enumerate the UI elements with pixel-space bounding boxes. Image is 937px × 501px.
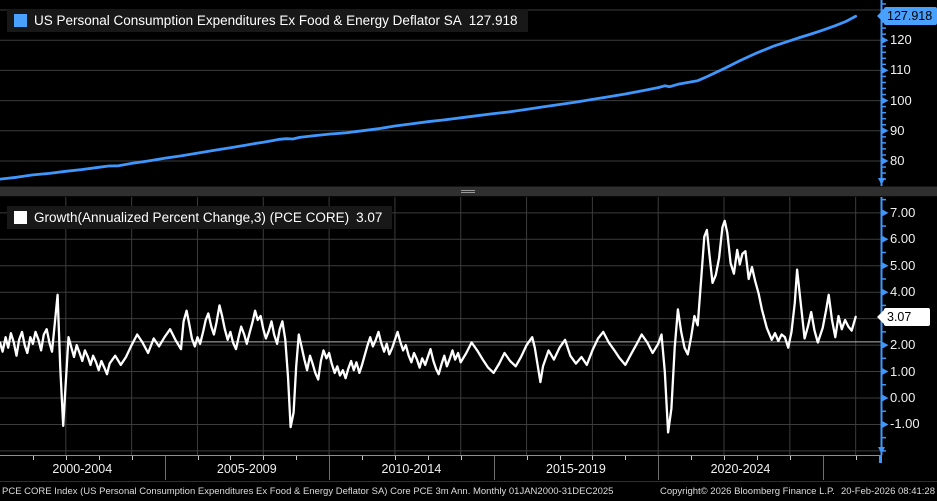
y-axis-major-tick bbox=[882, 66, 889, 74]
x-axis-year-tick bbox=[460, 456, 462, 460]
y-axis-tick-label: 100 bbox=[890, 92, 912, 108]
legend-price-series[interactable]: US Personal Consumption Expenditures Ex … bbox=[7, 9, 528, 32]
y-axis-major-tick bbox=[882, 235, 889, 243]
y-axis-tick-label: 2.00 bbox=[890, 337, 916, 353]
y-axis-major-tick bbox=[882, 209, 889, 217]
x-axis-year-tick bbox=[855, 456, 857, 460]
x-axis-year-tick bbox=[625, 456, 627, 460]
x-axis-section-separator bbox=[658, 456, 660, 480]
x-axis-section-separator bbox=[822, 456, 824, 480]
x-axis-year-tick bbox=[724, 456, 725, 460]
x-axis-year-tick bbox=[559, 456, 561, 460]
x-axis-year-tick bbox=[394, 456, 396, 460]
y-axis-tick-label: 4.00 bbox=[890, 284, 916, 300]
x-axis-year-tick bbox=[592, 456, 594, 460]
x-axis-right-corner-tick bbox=[879, 455, 882, 463]
panel-divider bbox=[0, 186, 937, 197]
x-axis-line bbox=[0, 455, 881, 456]
legend-price-label: US Personal Consumption Expenditures Ex … bbox=[34, 13, 462, 28]
status-timestamp: 20-Feb-2026 08:41:28 bbox=[840, 486, 935, 497]
series-line-pce_level bbox=[0, 14, 858, 181]
y-axis-tick-label: 6.00 bbox=[890, 231, 916, 247]
y-axis-major-tick bbox=[882, 127, 889, 135]
y-axis-tick-label: 80 bbox=[890, 153, 905, 168]
x-axis-year-tick bbox=[362, 456, 363, 460]
y-axis-major-tick bbox=[882, 97, 889, 105]
x-axis-year-tick bbox=[197, 456, 199, 460]
status-bar: PCE CORE Index (US Personal Consumption … bbox=[0, 481, 937, 501]
legend-growth-label: Growth(Annualized Percent Change,3) (PCE… bbox=[34, 210, 350, 225]
y-axis-major-tick bbox=[882, 341, 889, 349]
y-axis-major-tick bbox=[882, 262, 889, 270]
growth-panel bbox=[0, 197, 937, 455]
x-axis: 2000-2004 2005-2009 2010-2014 2015-2019 2020… bbox=[0, 455, 937, 481]
y-axis-tick-label: 1.00 bbox=[890, 363, 916, 379]
x-axis-year-tick bbox=[32, 456, 34, 460]
y-axis-tick-label: 110 bbox=[890, 62, 911, 78]
y-axis-tick-label: 7.00 bbox=[890, 204, 916, 220]
x-axis-year-tick bbox=[296, 456, 298, 460]
growth-panel-plot bbox=[0, 197, 889, 455]
legend-swatch-blue bbox=[14, 14, 27, 27]
x-axis-section-separator bbox=[329, 456, 331, 480]
x-axis-year-tick bbox=[98, 456, 100, 460]
x-axis-section-label: 2015-2019 bbox=[546, 462, 606, 476]
status-copyright: Copyright© 2026 Bloomberg Finance L.P. bbox=[660, 486, 835, 497]
series-line-pce_core_3m_annualized_growth bbox=[0, 219, 857, 434]
axis-end-arrow-icon bbox=[878, 447, 885, 454]
x-axis-year-tick bbox=[691, 456, 693, 460]
y-axis-tick-label: -1.00 bbox=[890, 416, 920, 432]
x-axis-year-tick bbox=[526, 456, 528, 460]
y-axis-major-tick bbox=[882, 36, 889, 44]
x-axis-year-tick bbox=[65, 456, 67, 460]
y-axis-major-tick bbox=[882, 157, 889, 165]
panel-resize-handle[interactable] bbox=[461, 190, 475, 194]
x-axis-section-label: 2005-2009 bbox=[216, 462, 277, 476]
y-axis-major-tick bbox=[882, 420, 889, 428]
legend-swatch-white bbox=[14, 211, 27, 224]
x-axis-year-tick bbox=[427, 456, 429, 460]
x-axis-section-label: 2010-2014 bbox=[381, 462, 442, 476]
y-axis-major-tick bbox=[882, 368, 889, 376]
x-axis-section-label: 2020-2024 bbox=[710, 462, 771, 476]
y-axis-tick-label: 0.00 bbox=[890, 390, 916, 405]
x-axis-section-separator bbox=[164, 456, 166, 480]
y-axis-major-tick bbox=[882, 394, 889, 402]
last-value-flag-growth: 3.07 bbox=[877, 307, 930, 326]
y-axis-tick-label: 90 bbox=[890, 122, 905, 138]
y-axis-major-tick bbox=[882, 288, 889, 296]
legend-growth-value: 3.07 bbox=[356, 210, 383, 225]
y-axis-tick-label: 5.00 bbox=[890, 257, 916, 273]
x-axis-year-tick bbox=[263, 456, 265, 460]
legend-price-value: 127.918 bbox=[468, 13, 518, 28]
axis-end-arrow-icon bbox=[878, 178, 885, 185]
x-axis-year-tick bbox=[756, 456, 758, 460]
x-axis-year-tick bbox=[230, 456, 232, 460]
y-axis-tick-label: 120 bbox=[890, 32, 912, 48]
status-security-description: PCE CORE Index (US Personal Consumption … bbox=[2, 486, 614, 497]
x-axis-section-label: 2000-2004 bbox=[52, 462, 113, 476]
last-value-flag-price: 127.918 bbox=[877, 7, 937, 26]
x-axis-year-tick bbox=[789, 456, 791, 460]
legend-growth-series[interactable]: Growth(Annualized Percent Change,3) (PCE… bbox=[7, 206, 393, 229]
x-axis-year-tick bbox=[131, 456, 133, 460]
x-axis-section-separator bbox=[493, 456, 495, 480]
